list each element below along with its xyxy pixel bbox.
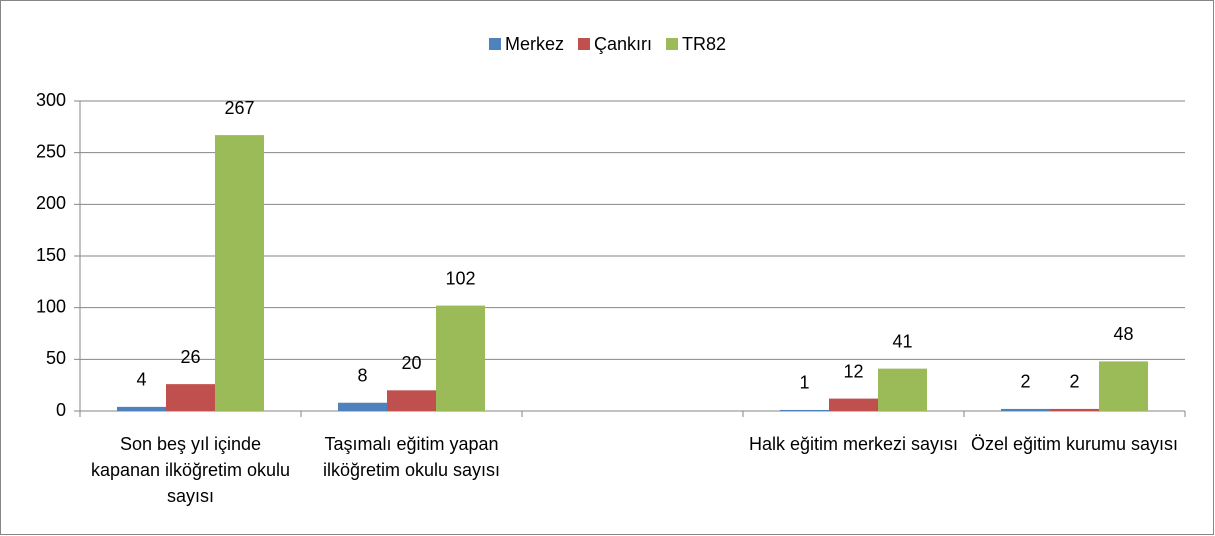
bar: [338, 402, 387, 411]
value-label: 2: [1020, 372, 1030, 392]
y-tick-label: 150: [36, 245, 66, 265]
x-tick-label: Taşımalı eğitim yapan ilköğretim okulu sa…: [323, 434, 500, 480]
legend-swatch: [488, 38, 501, 50]
value-label: 26: [180, 347, 200, 367]
x-tick-label: Son beş yıl içinde kapanan ilköğretim oku…: [91, 434, 290, 506]
bar: [1001, 408, 1050, 411]
bar: [1099, 361, 1148, 411]
bar: [436, 305, 485, 411]
value-label: 267: [224, 98, 254, 118]
value-label: 4: [136, 370, 146, 390]
legend-label: Merkez: [505, 34, 564, 54]
y-tick-label: 200: [36, 193, 66, 213]
bar: [117, 406, 166, 411]
legend-label: TR82: [682, 34, 726, 54]
bar: [215, 135, 264, 411]
y-tick-label: 300: [36, 90, 66, 110]
y-tick-label: 100: [36, 296, 66, 316]
bar: [829, 398, 878, 411]
bar: [1050, 408, 1099, 411]
value-label: 12: [843, 361, 863, 381]
y-tick-label: 0: [56, 400, 66, 420]
value-label: 1: [799, 373, 809, 393]
y-tick-label: 250: [36, 141, 66, 161]
value-label: 102: [445, 268, 475, 288]
value-label: 20: [401, 353, 421, 373]
bar: [878, 368, 927, 411]
value-label: 2: [1069, 372, 1079, 392]
legend-swatch: [666, 38, 679, 50]
value-label: 41: [892, 331, 912, 351]
y-tick-label: 50: [46, 348, 66, 368]
legend-swatch: [577, 38, 590, 50]
value-label: 48: [1113, 324, 1133, 344]
legend-label: Çankırı: [594, 34, 652, 54]
bar: [780, 409, 829, 411]
x-tick-label: Özel eğitim kurumu sayısı: [971, 434, 1178, 454]
bar: [387, 390, 436, 411]
bar: [166, 384, 215, 411]
x-tick-label: Halk eğitim merkezi sayısı: [749, 434, 958, 454]
value-label: 8: [357, 365, 367, 385]
